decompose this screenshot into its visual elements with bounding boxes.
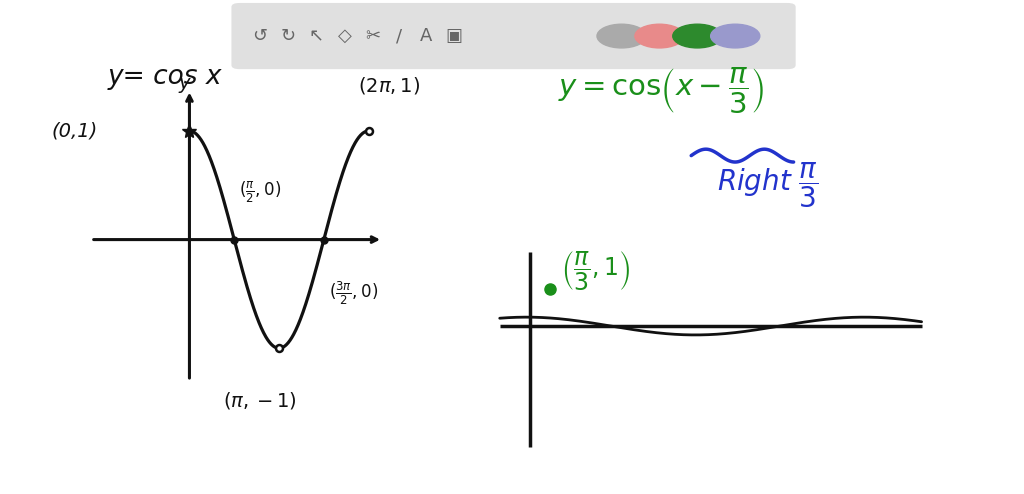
Text: $\left(\dfrac{\pi}{3},1\right)$: $\left(\dfrac{\pi}{3},1\right)$ xyxy=(561,250,630,293)
Text: y= cos x: y= cos x xyxy=(108,64,222,89)
Text: ↖: ↖ xyxy=(309,27,324,45)
Text: A: A xyxy=(420,27,432,45)
Circle shape xyxy=(673,24,722,48)
Text: $y = \cos\!\left(x-\dfrac{\pi}{3}\right)$: $y = \cos\!\left(x-\dfrac{\pi}{3}\right)… xyxy=(558,66,764,117)
Text: ↻: ↻ xyxy=(281,27,295,45)
Text: y: y xyxy=(178,74,190,93)
Text: /: / xyxy=(396,27,402,45)
Text: $(\pi,-1)$: $(\pi,-1)$ xyxy=(222,390,296,412)
Text: ✂: ✂ xyxy=(366,27,380,45)
Text: (0,1): (0,1) xyxy=(51,122,97,140)
Text: ↺: ↺ xyxy=(253,27,267,45)
Text: $(\frac{3\pi}{2},0)$: $(\frac{3\pi}{2},0)$ xyxy=(329,279,378,306)
Text: ▣: ▣ xyxy=(445,27,462,45)
Circle shape xyxy=(597,24,646,48)
Text: ◇: ◇ xyxy=(338,27,352,45)
Text: Right $\dfrac{\pi}{3}$: Right $\dfrac{\pi}{3}$ xyxy=(717,161,818,210)
Text: $(2\pi,1)$: $(2\pi,1)$ xyxy=(358,75,421,96)
Text: $(\frac{\pi}{2},0)$: $(\frac{\pi}{2},0)$ xyxy=(240,180,282,205)
Circle shape xyxy=(635,24,684,48)
FancyBboxPatch shape xyxy=(231,3,796,69)
Circle shape xyxy=(711,24,760,48)
